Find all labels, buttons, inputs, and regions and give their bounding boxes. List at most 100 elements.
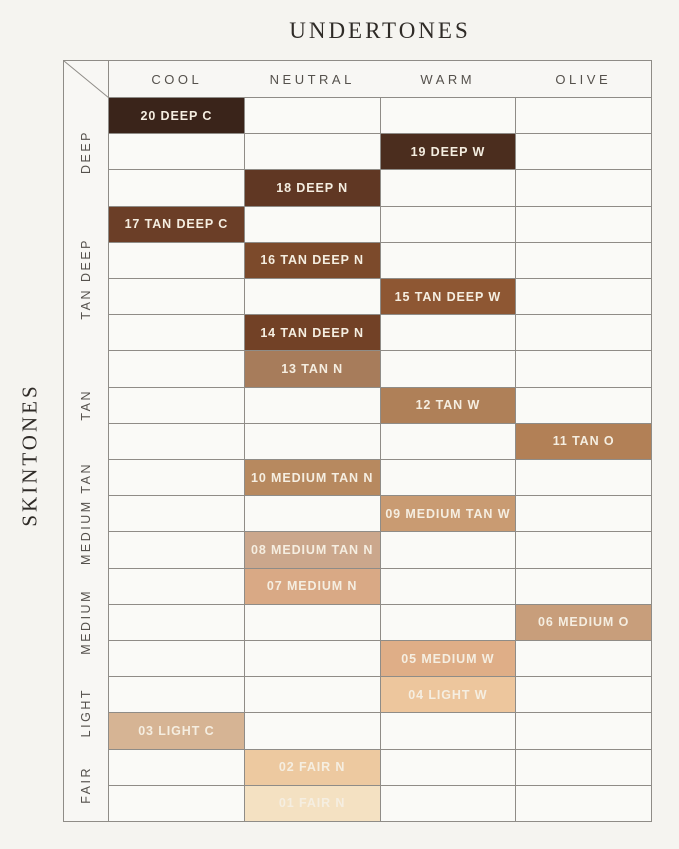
shade-cell-17-tan-deep-c: 17 TAN DEEP C — [109, 206, 244, 242]
shade-cell-04-light-w: 04 LIGHT W — [380, 677, 516, 713]
shade-label: 09 MEDIUM TAN W — [385, 506, 511, 521]
empty-cell — [380, 170, 516, 206]
empty-cell — [516, 134, 651, 170]
empty-cell — [109, 279, 244, 315]
empty-cell — [516, 532, 651, 568]
empty-cell — [380, 532, 516, 568]
column-header-olive: OLIVE — [555, 71, 612, 87]
empty-cell — [244, 98, 380, 134]
column-header-neutral: NEUTRAL — [269, 71, 355, 87]
diagonal-divider-line — [64, 61, 109, 98]
empty-cell — [516, 749, 651, 785]
shade-label: 04 LIGHT W — [408, 687, 488, 702]
empty-cell — [516, 387, 651, 423]
shade-cell-06-medium-o: 06 MEDIUM O — [516, 604, 651, 640]
shade-label: 01 FAIR N — [278, 796, 346, 811]
row-group-label: MEDIUM TAN — [79, 462, 93, 566]
empty-cell — [244, 423, 380, 459]
empty-cell — [109, 641, 244, 677]
empty-cell — [109, 242, 244, 278]
shade-cell-15-tan-deep-w: 15 TAN DEEP W — [380, 279, 516, 315]
row-group-label: TAN DEEP — [79, 237, 93, 320]
empty-cell — [244, 279, 380, 315]
empty-cell — [244, 387, 380, 423]
shade-label: 07 MEDIUM N — [266, 579, 358, 594]
shade-label: 14 TAN DEEP N — [260, 325, 364, 340]
shade-cell-18-deep-n: 18 DEEP N — [244, 170, 380, 206]
empty-cell — [516, 785, 651, 821]
shade-cell-20-deep-c: 20 DEEP C — [109, 98, 244, 134]
shade-label: 13 TAN N — [281, 361, 344, 376]
shade-cell-08-medium-tan-n: 08 MEDIUM TAN N — [244, 532, 380, 568]
empty-cell — [516, 98, 651, 134]
shade-cell-13-tan-n: 13 TAN N — [244, 351, 380, 387]
row-group-medium-tan: MEDIUM TAN — [64, 460, 108, 568]
empty-cell — [109, 460, 244, 496]
row-group-fair: FAIR — [64, 749, 108, 821]
empty-cell — [516, 496, 651, 532]
empty-cell — [109, 170, 244, 206]
empty-cell — [109, 134, 244, 170]
shade-cell-09-medium-tan-w: 09 MEDIUM TAN W — [380, 496, 516, 532]
column-headers: COOL NEUTRAL WARM OLIVE — [109, 61, 651, 98]
row-group-deep: DEEP — [64, 98, 108, 206]
empty-cell — [380, 351, 516, 387]
empty-cell — [380, 315, 516, 351]
empty-cell — [109, 315, 244, 351]
empty-cell — [380, 460, 516, 496]
empty-cell — [109, 496, 244, 532]
empty-cell — [516, 460, 651, 496]
empty-cell — [516, 315, 651, 351]
column-header-warm: WARM — [420, 71, 476, 87]
shade-grid: 20 DEEP C 19 DEEP W 18 DEEP N 17 TAN DEEP C… — [109, 98, 651, 821]
shade-label: 15 TAN DEEP W — [394, 289, 502, 304]
empty-cell — [244, 134, 380, 170]
empty-cell — [516, 170, 651, 206]
shade-cell-16-tan-deep-n: 16 TAN DEEP N — [244, 242, 380, 278]
empty-cell — [516, 677, 651, 713]
row-group-labels: DEEP TAN DEEP TAN MEDIUM TAN MEDIUM LIGHT FAIR — [64, 61, 109, 821]
empty-cell — [109, 423, 244, 459]
empty-cell — [380, 749, 516, 785]
empty-cell — [109, 387, 244, 423]
row-group-tan-deep: TAN DEEP — [64, 206, 108, 351]
row-group-medium: MEDIUM — [64, 568, 108, 676]
empty-cell — [380, 423, 516, 459]
shade-label: 06 MEDIUM O — [538, 615, 630, 630]
empty-cell — [109, 785, 244, 821]
empty-cell — [380, 604, 516, 640]
empty-cell — [516, 568, 651, 604]
empty-cell — [244, 641, 380, 677]
row-group-label: DEEP — [79, 130, 93, 175]
skintones-axis-title: SKINTONES — [17, 383, 42, 527]
shade-label: 17 TAN DEEP C — [124, 217, 229, 232]
row-group-light: LIGHT — [64, 676, 108, 748]
shade-cell-07-medium-n: 07 MEDIUM N — [244, 568, 380, 604]
empty-cell — [244, 206, 380, 242]
shade-chart: DEEP TAN DEEP TAN MEDIUM TAN MEDIUM LIGHT FAIR… — [63, 60, 652, 822]
row-group-label: MEDIUM — [79, 589, 93, 656]
empty-cell — [516, 713, 651, 749]
empty-cell — [109, 604, 244, 640]
undertones-axis-title: UNDERTONES — [289, 18, 471, 43]
empty-cell — [244, 496, 380, 532]
empty-cell — [380, 98, 516, 134]
empty-cell — [516, 242, 651, 278]
row-group-label: FAIR — [79, 765, 93, 804]
empty-cell — [109, 351, 244, 387]
empty-cell — [380, 713, 516, 749]
shade-cell-01-fair-n: 01 FAIR N — [244, 785, 380, 821]
column-header-cool: COOL — [151, 71, 203, 87]
shade-cell-10-medium-tan-n: 10 MEDIUM TAN N — [244, 460, 380, 496]
empty-cell — [380, 568, 516, 604]
shade-cell-19-deep-w: 19 DEEP W — [380, 134, 516, 170]
empty-cell — [516, 279, 651, 315]
row-group-label: LIGHT — [79, 687, 93, 738]
shade-cell-05-medium-w: 05 MEDIUM W — [380, 641, 516, 677]
shade-label: 02 FAIR N — [278, 760, 346, 775]
shade-cell-03-light-c: 03 LIGHT C — [109, 713, 244, 749]
empty-cell — [516, 641, 651, 677]
shade-label: 03 LIGHT C — [138, 723, 215, 738]
shade-cell-02-fair-n: 02 FAIR N — [244, 749, 380, 785]
empty-cell — [516, 351, 651, 387]
